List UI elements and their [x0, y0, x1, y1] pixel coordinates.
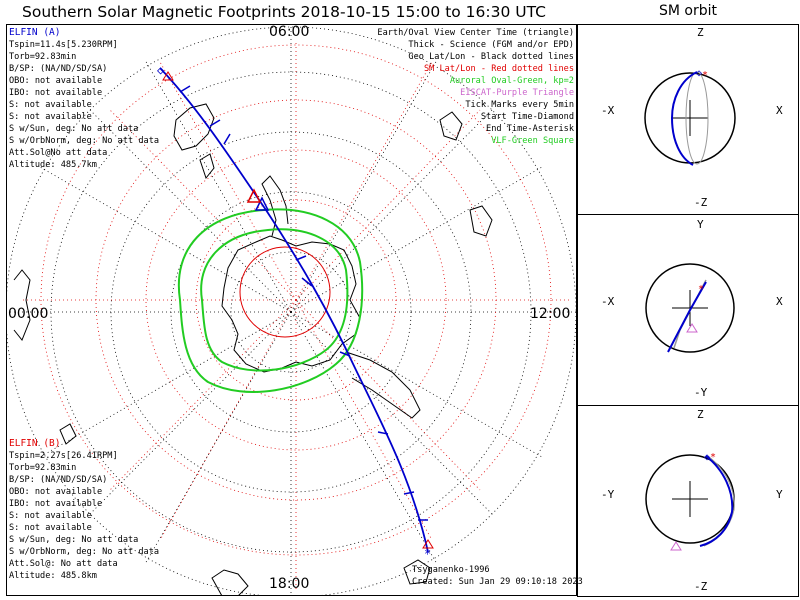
- sm-pole-circle: [239, 246, 331, 338]
- map-label-right: 12:00: [530, 306, 571, 322]
- orbit2-top: Y: [697, 218, 704, 231]
- orbit1-bottom: -Z: [694, 196, 708, 209]
- elfin-b-line: Torb=92.83min: [9, 463, 77, 473]
- orbit1-left: -X: [601, 104, 615, 117]
- elfin-b-marker: [162, 71, 174, 81]
- map-label-bottom: 18:00: [269, 576, 310, 592]
- elfin-a-line: Torb=92.83min: [9, 52, 77, 62]
- orbit1-right: X: [776, 104, 783, 117]
- svg-text:◇: ◇: [704, 452, 710, 463]
- elfin-a-line: Att.Sol@No att data: [9, 148, 108, 158]
- legend-item: VLF-Green Square: [491, 136, 574, 146]
- geo-grid: [6, 24, 576, 596]
- sm-grid: [20, 40, 570, 590]
- elfin-a-line: S: not available: [9, 100, 92, 110]
- elfin-a-line: S: not available: [9, 112, 92, 122]
- start-diamond: ◇: [157, 63, 165, 77]
- orbit2-left: -X: [601, 295, 615, 308]
- orbit-panel-xy: *: [645, 263, 735, 353]
- view-center-triangle-a: [254, 196, 270, 211]
- elfin-b-line: OBO: not available: [9, 487, 103, 497]
- orbit-panel-yz: ◇ *: [645, 452, 735, 551]
- elfin-b-line: S w/Sun, deg: No att data: [9, 535, 139, 545]
- legend: Earth/Oval View Center Time (triangle) T…: [377, 27, 574, 147]
- elfin-a-line: IBO: not available: [9, 88, 103, 98]
- elfin-b-line: IBO: not available: [9, 499, 103, 509]
- elfin-b-line: S w/OrbNorm, deg: No att data: [9, 547, 160, 557]
- legend-item: Earth/Oval View Center Time (triangle): [377, 28, 574, 38]
- orbit1-top: Z: [697, 26, 704, 39]
- map-label-top: 06:00: [269, 24, 310, 40]
- plot-title: Southern Solar Magnetic Footprints 2018-…: [22, 3, 547, 21]
- elfin-a-line: S w/OrbNorm, deg: No att data: [9, 136, 160, 146]
- panel-borders: [6, 24, 799, 597]
- view-center-triangle-b: [246, 188, 262, 203]
- map-label-left: 00:00: [8, 306, 49, 322]
- orbit3-bottom: -Z: [694, 580, 708, 593]
- elfin-b-name: ELFIN (B): [9, 438, 61, 449]
- elfin-track: ◇ *: [157, 63, 434, 561]
- elfin-b-line: B/SP: (NA/ND/SD/SA): [9, 475, 108, 485]
- legend-item: Tick Marks every 5min: [465, 100, 574, 110]
- orbit2-right: X: [776, 295, 783, 308]
- svg-text:*: *: [698, 284, 704, 295]
- elfin-a-line: B/SP: (NA/ND/SD/SA): [9, 64, 108, 74]
- orbit3-left: -Y: [601, 488, 615, 501]
- elfin-b-line: S: not available: [9, 523, 92, 533]
- elfin-a-line: Tspin=11.4s[5.230RPM]: [9, 40, 118, 50]
- credits: Tsyganenko-1996 Created: Sun Jan 29 09:1…: [412, 564, 583, 588]
- elfin-a-line: S w/Sun, deg: No att data: [9, 124, 139, 134]
- legend-item: End Time-Asterisk: [486, 124, 574, 134]
- elfin-b-line: Att.Sol@: No att data: [9, 559, 118, 569]
- elfin-a-name: ELFIN (A): [9, 27, 61, 38]
- elfin-b-line: Tspin=2.27s[26.41RPM]: [9, 451, 118, 461]
- track-ticks: [179, 85, 428, 521]
- elfin-a-line: Altitude: 485.7km: [9, 160, 97, 170]
- elfin-a-line: OBO: not available: [9, 76, 103, 86]
- end-asterisk: *: [424, 547, 431, 561]
- elfin-b-info: ELFIN (B) Tspin=2.27s[26.41RPM] Torb=92.…: [9, 438, 159, 582]
- created-timestamp: Created: Sun Jan 29 09:10:18 2023: [412, 577, 583, 587]
- orbit-panel-xz: ◇ *: [644, 68, 736, 166]
- legend-item: Thick - Science (FGM and/or EPD): [408, 40, 574, 50]
- model-name: Tsyganenko-1996: [412, 565, 490, 575]
- orbit3-right: Y: [776, 488, 783, 501]
- polar-map: ◇ *: [6, 24, 576, 596]
- elfin-a-info: ELFIN (A) Tspin=11.4s[5.230RPM] Torb=92.…: [9, 27, 159, 171]
- legend-item: Start Time-Diamond: [480, 112, 574, 122]
- elfin-b-line: S: not available: [9, 511, 92, 521]
- svg-text:*: *: [702, 70, 708, 81]
- legend-item: EISCAT-Purple Triangle: [460, 88, 574, 98]
- svg-text:◇: ◇: [696, 68, 702, 79]
- elfin-b-line: Altitude: 485.8km: [9, 571, 97, 581]
- orbit3-top: Z: [697, 408, 704, 421]
- legend-item: Geo Lat/Lon - Black dotted lines: [408, 52, 574, 62]
- legend-item: Auroral Oval-Green, kp=2: [449, 76, 574, 86]
- orbit2-bottom: -Y: [694, 386, 708, 399]
- svg-text:*: *: [710, 452, 716, 463]
- auroral-oval: [177, 208, 364, 393]
- legend-item: SM Lat/Lon - Red dotted lines: [423, 64, 574, 74]
- orbit-title: SM orbit: [659, 3, 718, 19]
- elfin-b-end-marker: [422, 539, 434, 549]
